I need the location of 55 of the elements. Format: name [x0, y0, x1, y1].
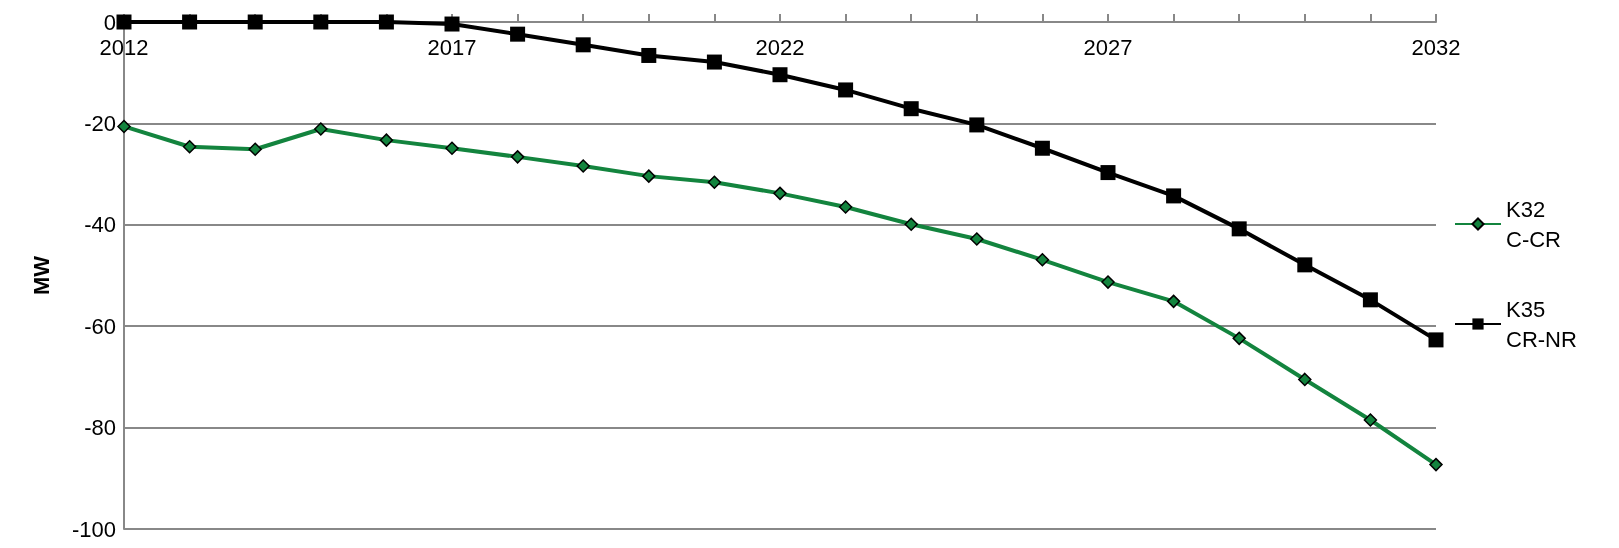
point — [379, 133, 394, 147]
point — [117, 119, 131, 134]
point — [1100, 165, 1116, 181]
point — [1034, 140, 1050, 156]
point — [1297, 257, 1313, 273]
legend-label: K32 C-CR — [1506, 196, 1561, 252]
point — [838, 200, 853, 214]
point — [1232, 331, 1246, 346]
point — [445, 141, 459, 155]
point — [182, 14, 198, 30]
point — [378, 14, 394, 30]
y-tick-label: -80 — [84, 415, 116, 441]
x-tick-label: 2017 — [427, 34, 477, 60]
x-tick-label: 2012 — [99, 34, 149, 60]
point — [642, 169, 656, 183]
point — [313, 14, 329, 30]
y-tick-label: -100 — [71, 516, 116, 542]
point — [970, 232, 984, 246]
y-tick-label: -20 — [84, 110, 116, 136]
point — [1166, 294, 1181, 309]
point — [182, 139, 197, 154]
point — [510, 26, 526, 42]
x-tick-label: 2022 — [755, 34, 805, 60]
point — [707, 175, 722, 189]
point — [510, 150, 525, 164]
point — [1298, 372, 1312, 387]
point — [247, 14, 263, 30]
point — [1362, 292, 1378, 308]
point — [444, 16, 460, 32]
x-tick-label: 2032 — [1411, 34, 1461, 60]
point — [1166, 188, 1182, 204]
point — [904, 217, 918, 232]
point — [1428, 332, 1444, 348]
legend-label: K35 CR-NR — [1506, 296, 1577, 352]
point — [772, 67, 788, 83]
y-tick-label: 0 — [103, 9, 116, 35]
point — [773, 186, 787, 201]
y-tick-label: -60 — [84, 313, 116, 339]
point — [969, 117, 985, 133]
point — [314, 122, 328, 136]
point — [1231, 221, 1247, 237]
point — [903, 101, 919, 117]
point — [641, 47, 657, 63]
point — [1429, 457, 1443, 472]
point — [576, 159, 590, 173]
point — [838, 82, 854, 98]
point — [1101, 275, 1115, 289]
y-axis-title: MW — [28, 255, 54, 296]
point — [575, 37, 591, 53]
point — [248, 142, 262, 157]
x-tick-label: 2027 — [1083, 34, 1133, 60]
point — [1035, 253, 1050, 267]
point — [706, 54, 722, 70]
point — [1363, 413, 1378, 427]
y-tick-label: -40 — [84, 212, 116, 238]
